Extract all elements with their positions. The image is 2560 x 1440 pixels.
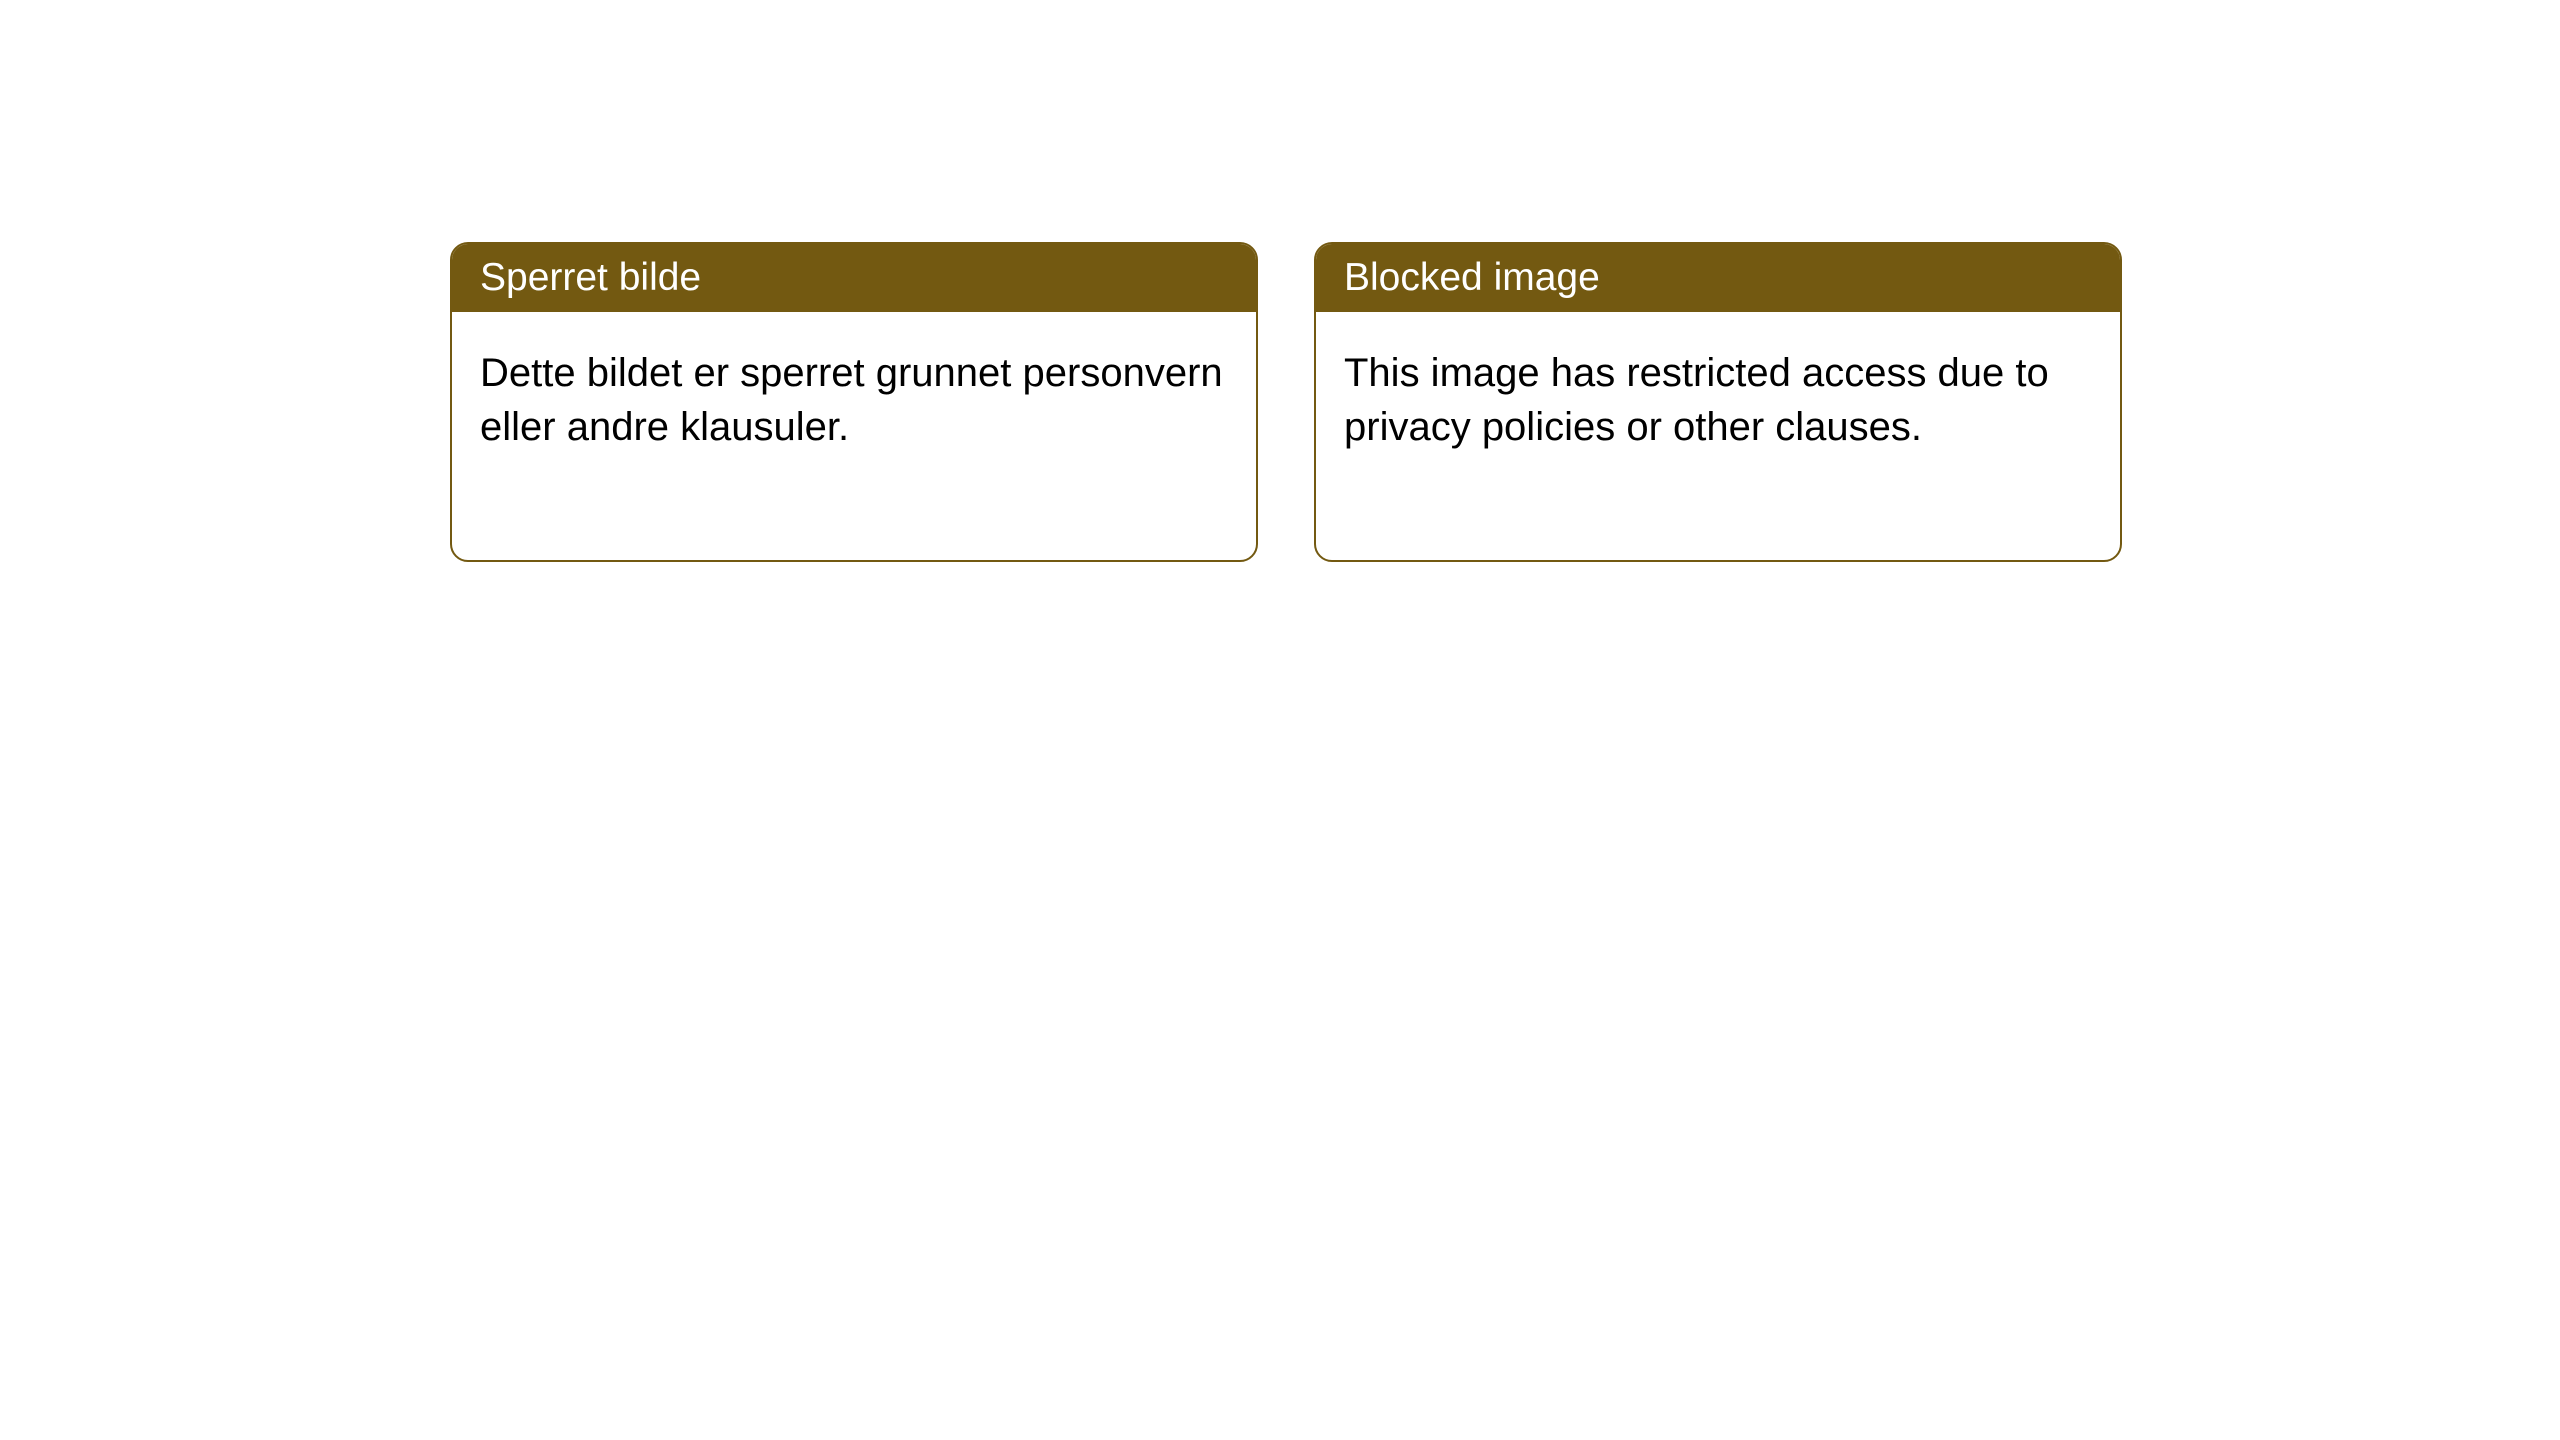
card-body: Dette bildet er sperret grunnet personve… — [452, 312, 1256, 560]
card-body-text: Dette bildet er sperret grunnet personve… — [480, 351, 1223, 449]
card-title: Sperret bilde — [480, 256, 701, 299]
card-body-text: This image has restricted access due to … — [1344, 351, 2049, 449]
notice-card-norwegian: Sperret bilde Dette bildet er sperret gr… — [450, 242, 1258, 562]
card-header: Sperret bilde — [452, 244, 1256, 312]
notice-cards-container: Sperret bilde Dette bildet er sperret gr… — [450, 242, 2122, 562]
notice-card-english: Blocked image This image has restricted … — [1314, 242, 2122, 562]
card-body: This image has restricted access due to … — [1316, 312, 2120, 560]
card-title: Blocked image — [1344, 256, 1600, 299]
card-header: Blocked image — [1316, 244, 2120, 312]
